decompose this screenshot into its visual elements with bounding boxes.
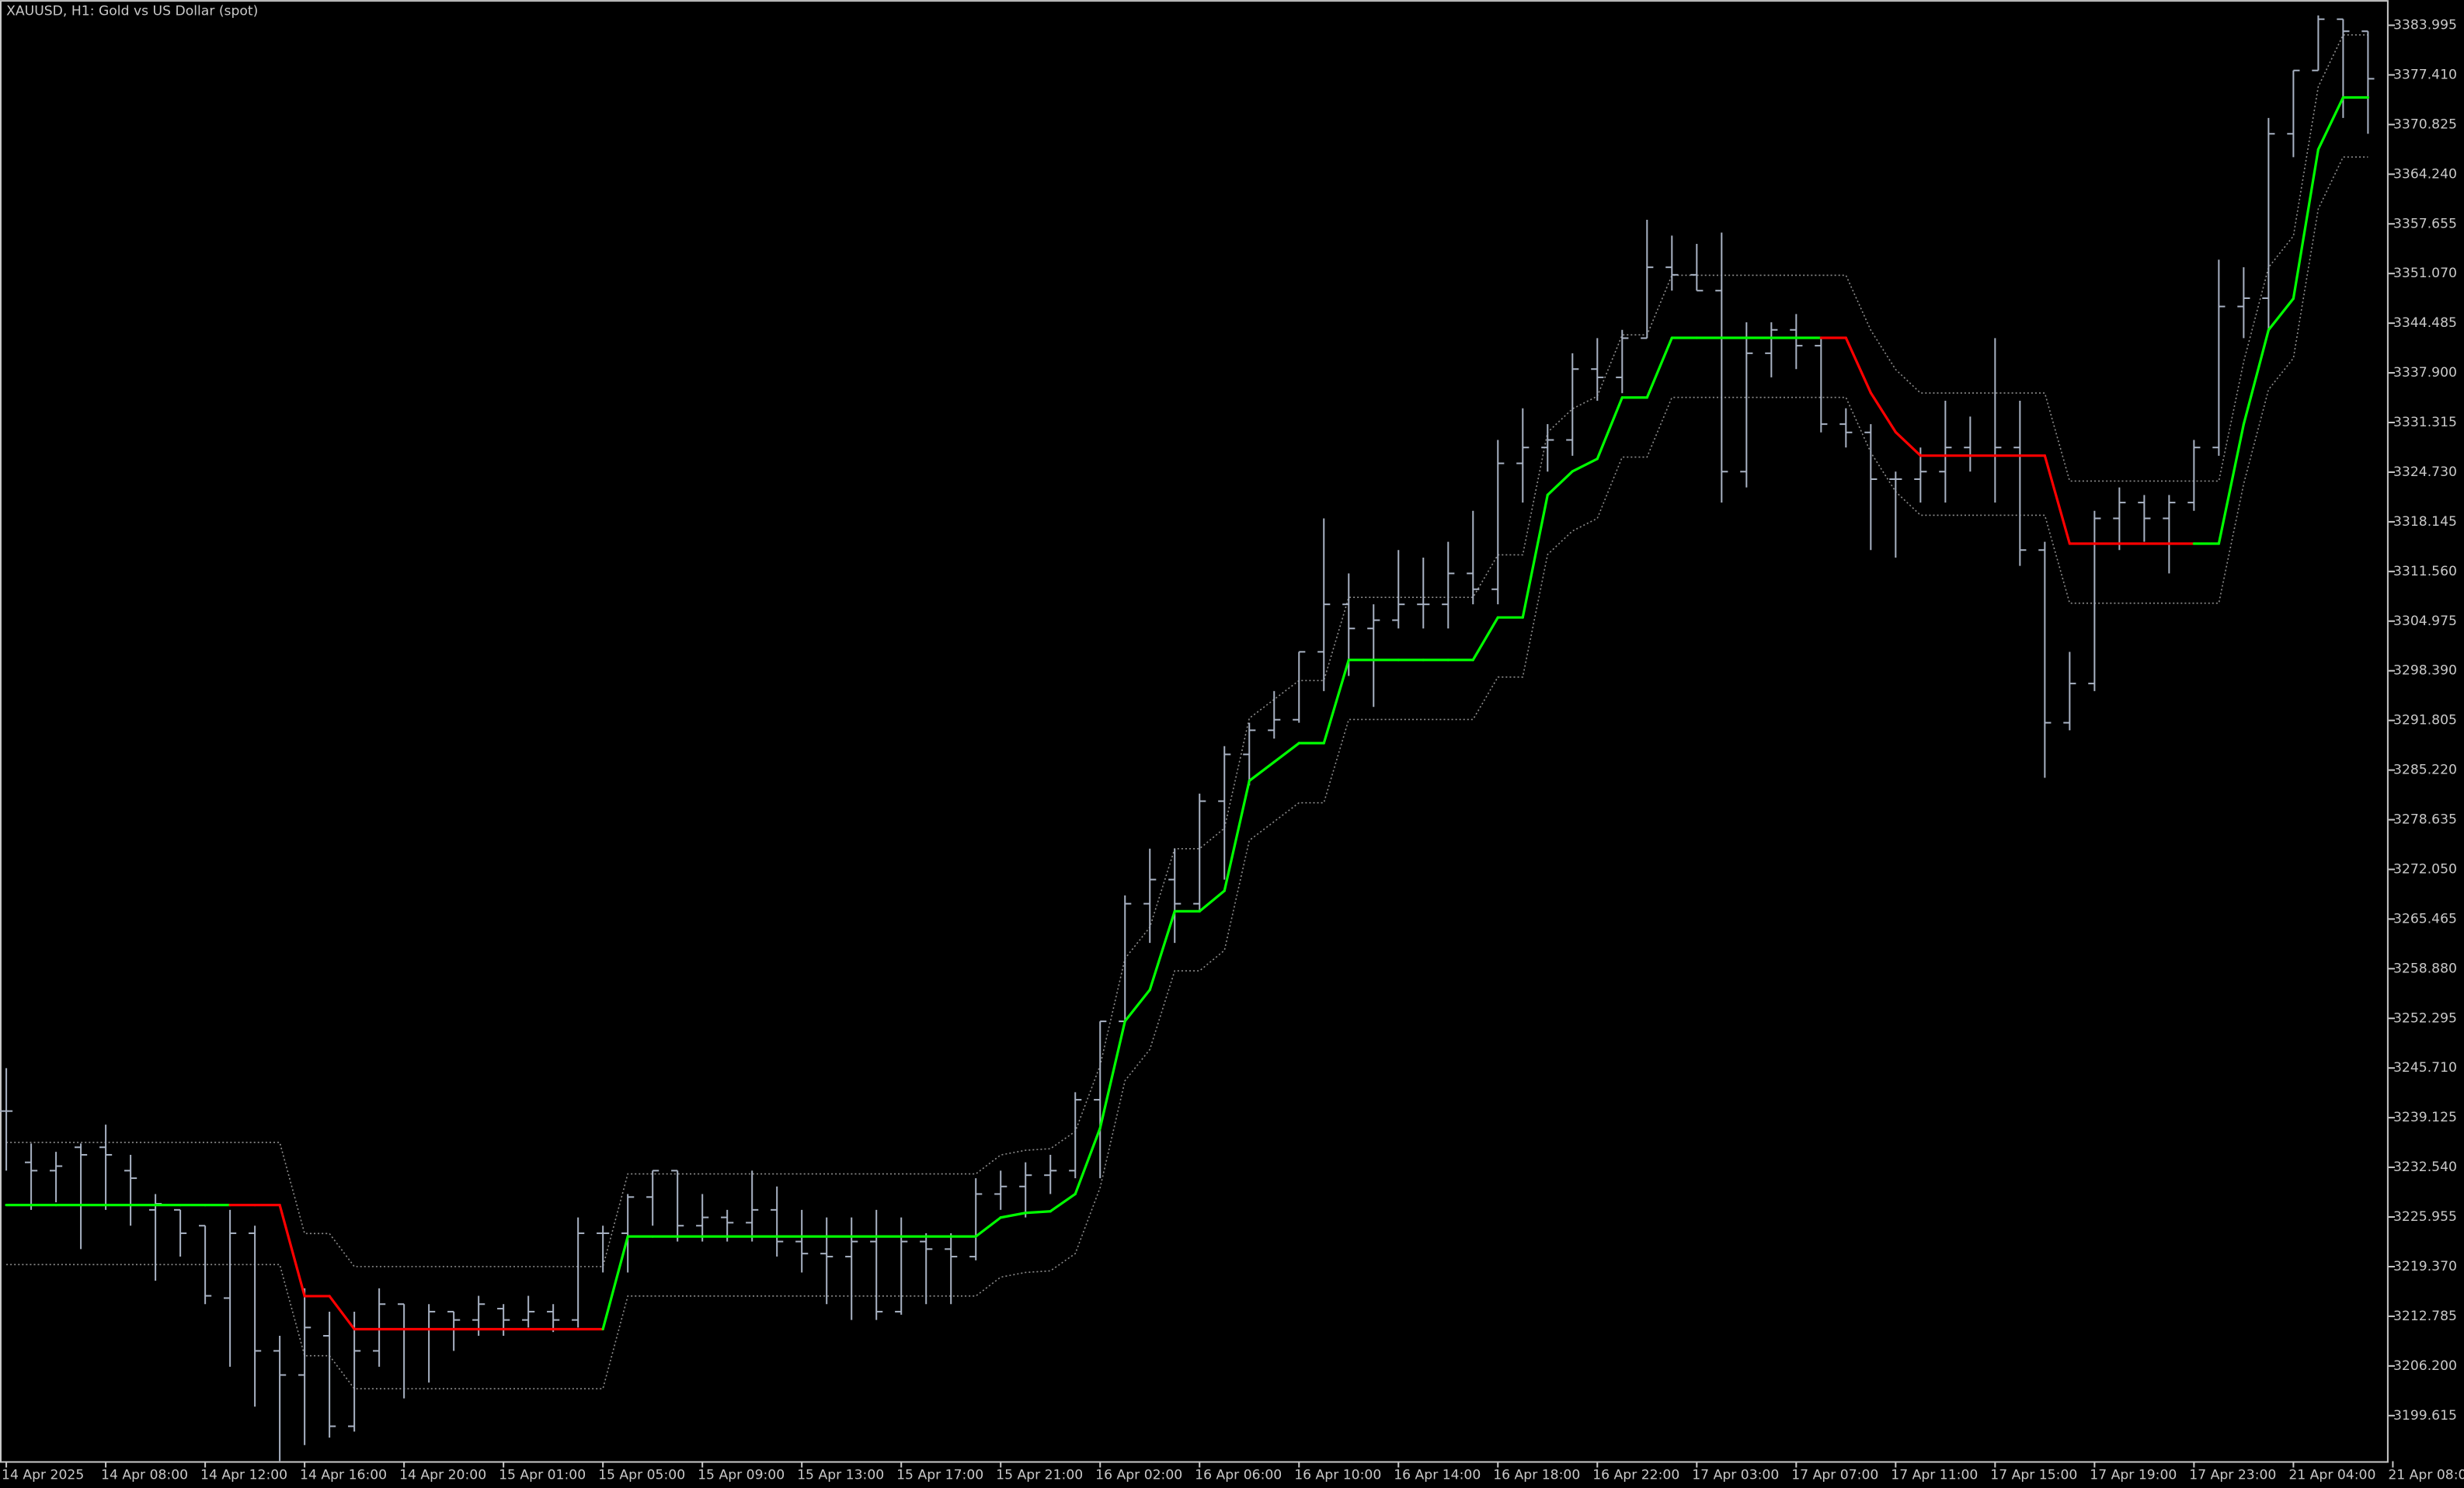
x-tick-label: 15 Apr 13:00 <box>797 1468 884 1483</box>
x-tick-label: 15 Apr 21:00 <box>996 1468 1083 1483</box>
x-tick-label: 16 Apr 10:00 <box>1294 1468 1381 1483</box>
trend-segment <box>1148 909 1176 992</box>
y-tick-label: 3311.560 <box>2393 564 2457 579</box>
x-tick-label: 15 Apr 09:00 <box>698 1468 785 1483</box>
trend-segment <box>999 1212 1027 1219</box>
x-tick-label: 17 Apr 07:00 <box>1791 1468 1878 1483</box>
trend-segment <box>1596 396 1624 461</box>
x-tick-label: 14 Apr 08:00 <box>101 1468 188 1483</box>
lower-band <box>6 156 2368 1389</box>
y-tick-label: 3304.975 <box>2393 614 2457 629</box>
x-tick-label: 21 Apr 04:00 <box>2288 1468 2375 1483</box>
y-tick-label: 3344.485 <box>2393 315 2457 331</box>
y-tick-label: 3199.615 <box>2393 1408 2457 1424</box>
y-tick-label: 3337.900 <box>2393 365 2457 381</box>
trend-segment <box>1894 430 1922 457</box>
trend-segment <box>1869 391 1897 434</box>
y-tick-label: 3272.050 <box>2393 861 2457 877</box>
x-tick-label: 16 Apr 22:00 <box>1592 1468 1679 1483</box>
x-tick-label: 17 Apr 19:00 <box>2090 1468 2177 1483</box>
trend-segment <box>2242 329 2271 426</box>
trend-segment <box>1272 742 1300 763</box>
y-tick-label: 3318.145 <box>2393 514 2457 530</box>
x-tick-label: 21 Apr 08:00 <box>2388 1468 2464 1483</box>
y-tick-label: 3383.995 <box>2393 18 2457 33</box>
y-tick-label: 3252.295 <box>2393 1010 2457 1026</box>
upper-band <box>6 34 2368 1267</box>
trend-segment <box>1074 1126 1101 1196</box>
y-tick-label: 3351.070 <box>2393 266 2457 281</box>
trend-segment <box>1123 988 1151 1023</box>
x-tick-label: 16 Apr 18:00 <box>1493 1468 1580 1483</box>
x-tick-label: 14 Apr 20:00 <box>399 1468 486 1483</box>
y-tick-label: 3324.730 <box>2393 464 2457 480</box>
trend-segment <box>1571 457 1599 473</box>
x-tick-label: 16 Apr 06:00 <box>1195 1468 1282 1483</box>
trend-segment <box>1645 336 1673 399</box>
y-tick-label: 3285.220 <box>2393 763 2457 778</box>
trend-segment <box>2043 454 2071 545</box>
trend-segment <box>278 1204 306 1298</box>
x-tick-label: 17 Apr 11:00 <box>1891 1468 1978 1483</box>
trend-segment <box>1248 760 1276 783</box>
trend-segment <box>974 1216 1002 1238</box>
y-tick-label: 3239.125 <box>2393 1110 2457 1125</box>
trend-segment <box>2267 297 2295 332</box>
trend-segment <box>1844 336 1872 395</box>
y-tick-label: 3245.710 <box>2393 1060 2457 1076</box>
x-tick-label: 17 Apr 23:00 <box>2189 1468 2276 1483</box>
y-tick-label: 3225.955 <box>2393 1209 2457 1225</box>
x-tick-label: 15 Apr 17:00 <box>896 1468 983 1483</box>
x-tick-label: 17 Apr 03:00 <box>1692 1468 1779 1483</box>
y-tick-label: 3364.240 <box>2393 166 2457 182</box>
chart-title: XAUUSD, H1: Gold vs US Dollar (spot) <box>6 3 258 19</box>
y-tick-label: 3212.785 <box>2393 1309 2457 1324</box>
y-tick-label: 3370.825 <box>2393 116 2457 132</box>
trend-segment <box>2292 148 2320 301</box>
trend-segment <box>1049 1192 1077 1213</box>
y-tick-label: 3278.635 <box>2393 812 2457 828</box>
trend-segment <box>328 1295 356 1331</box>
x-tick-label: 14 Apr 2025 <box>2 1468 84 1483</box>
plot-frame <box>0 0 2389 1463</box>
trend-segment <box>1024 1210 1052 1215</box>
y-tick-label: 3377.410 <box>2393 67 2457 82</box>
y-tick-label: 3291.805 <box>2393 713 2457 728</box>
y-tick-label: 3357.655 <box>2393 216 2457 231</box>
y-tick-label: 3258.880 <box>2393 961 2457 976</box>
trend-segment <box>601 1235 629 1331</box>
trend-segment <box>1223 779 1251 892</box>
trend-segment <box>1198 889 1226 913</box>
x-tick-label: 17 Apr 15:00 <box>1990 1468 2077 1483</box>
y-tick-label: 3331.315 <box>2393 415 2457 430</box>
y-tick-label: 3206.200 <box>2393 1358 2457 1374</box>
trend-segment <box>1546 470 1574 496</box>
x-tick-label: 14 Apr 12:00 <box>200 1468 287 1483</box>
x-tick-label: 16 Apr 14:00 <box>1394 1468 1481 1483</box>
trend-segment <box>1098 1020 1126 1130</box>
trend-segment <box>2316 96 2345 151</box>
x-tick-label: 15 Apr 05:00 <box>598 1468 685 1483</box>
trend-segment <box>1471 616 1499 662</box>
x-tick-label: 16 Apr 02:00 <box>1095 1468 1182 1483</box>
x-tick-label: 15 Apr 01:00 <box>499 1468 586 1483</box>
y-tick-label: 3298.390 <box>2393 663 2457 679</box>
trend-segment <box>1521 493 1549 619</box>
x-tick-label: 14 Apr 16:00 <box>300 1468 387 1483</box>
trend-segment <box>2217 422 2245 545</box>
y-tick-label: 3219.370 <box>2393 1259 2457 1274</box>
trend-segment <box>1322 659 1350 745</box>
y-tick-label: 3265.465 <box>2393 911 2457 927</box>
y-tick-label: 3232.540 <box>2393 1159 2457 1175</box>
